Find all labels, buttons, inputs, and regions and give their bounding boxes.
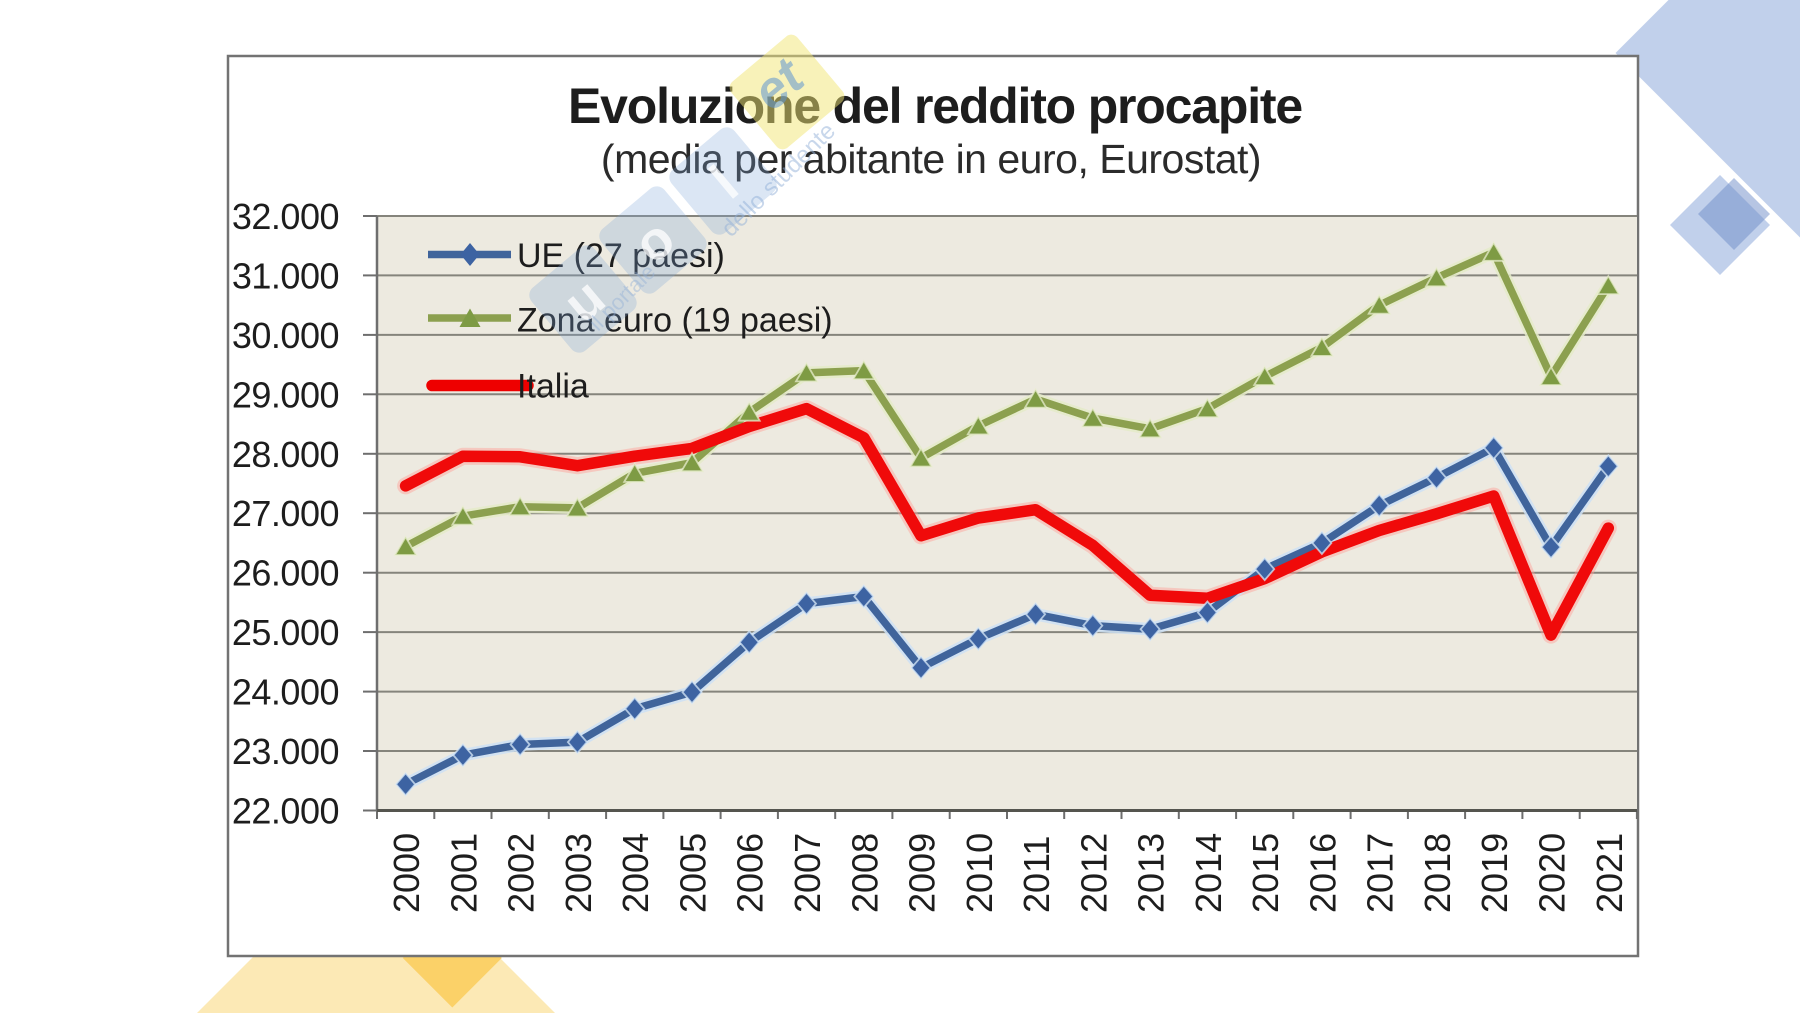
svg-text:26.000: 26.000 xyxy=(232,553,339,594)
svg-text:2015: 2015 xyxy=(1245,833,1286,913)
svg-text:(media per abitante in euro, E: (media per abitante in euro, Eurostat) xyxy=(601,136,1261,182)
svg-text:2006: 2006 xyxy=(730,833,771,913)
svg-text:2003: 2003 xyxy=(558,833,599,913)
svg-text:2000: 2000 xyxy=(386,833,427,913)
svg-text:2013: 2013 xyxy=(1131,833,1172,913)
svg-text:31.000: 31.000 xyxy=(232,255,339,296)
svg-text:32.000: 32.000 xyxy=(232,196,339,237)
svg-text:24.000: 24.000 xyxy=(232,672,339,713)
svg-text:2020: 2020 xyxy=(1532,833,1573,913)
svg-text:27.000: 27.000 xyxy=(232,493,339,534)
svg-text:2010: 2010 xyxy=(959,833,1000,913)
svg-text:2008: 2008 xyxy=(844,833,885,913)
svg-text:2002: 2002 xyxy=(501,833,542,913)
svg-text:2007: 2007 xyxy=(787,833,828,913)
svg-text:2021: 2021 xyxy=(1589,833,1630,913)
svg-text:Zona euro (19 paesi): Zona euro (19 paesi) xyxy=(517,302,833,340)
svg-text:30.000: 30.000 xyxy=(232,315,339,356)
svg-text:Evoluzione del reddito procapi: Evoluzione del reddito procapite xyxy=(568,78,1302,134)
svg-text:2017: 2017 xyxy=(1360,833,1401,913)
svg-text:2016: 2016 xyxy=(1302,833,1343,913)
svg-text:2011: 2011 xyxy=(1016,836,1057,913)
svg-text:29.000: 29.000 xyxy=(232,374,339,415)
svg-text:28.000: 28.000 xyxy=(232,434,339,475)
svg-text:2009: 2009 xyxy=(902,833,943,913)
svg-text:2005: 2005 xyxy=(673,833,714,913)
svg-text:UE (27 paesi): UE (27 paesi) xyxy=(517,237,725,275)
svg-text:25.000: 25.000 xyxy=(232,612,339,653)
svg-text:2014: 2014 xyxy=(1188,833,1229,913)
svg-text:2004: 2004 xyxy=(615,833,656,913)
svg-text:2018: 2018 xyxy=(1417,833,1458,913)
svg-text:22.000: 22.000 xyxy=(232,791,339,832)
svg-text:Italia: Italia xyxy=(517,368,589,406)
svg-text:2019: 2019 xyxy=(1474,833,1515,913)
svg-text:23.000: 23.000 xyxy=(232,731,339,772)
svg-text:2012: 2012 xyxy=(1073,833,1114,913)
svg-text:2001: 2001 xyxy=(443,833,484,913)
